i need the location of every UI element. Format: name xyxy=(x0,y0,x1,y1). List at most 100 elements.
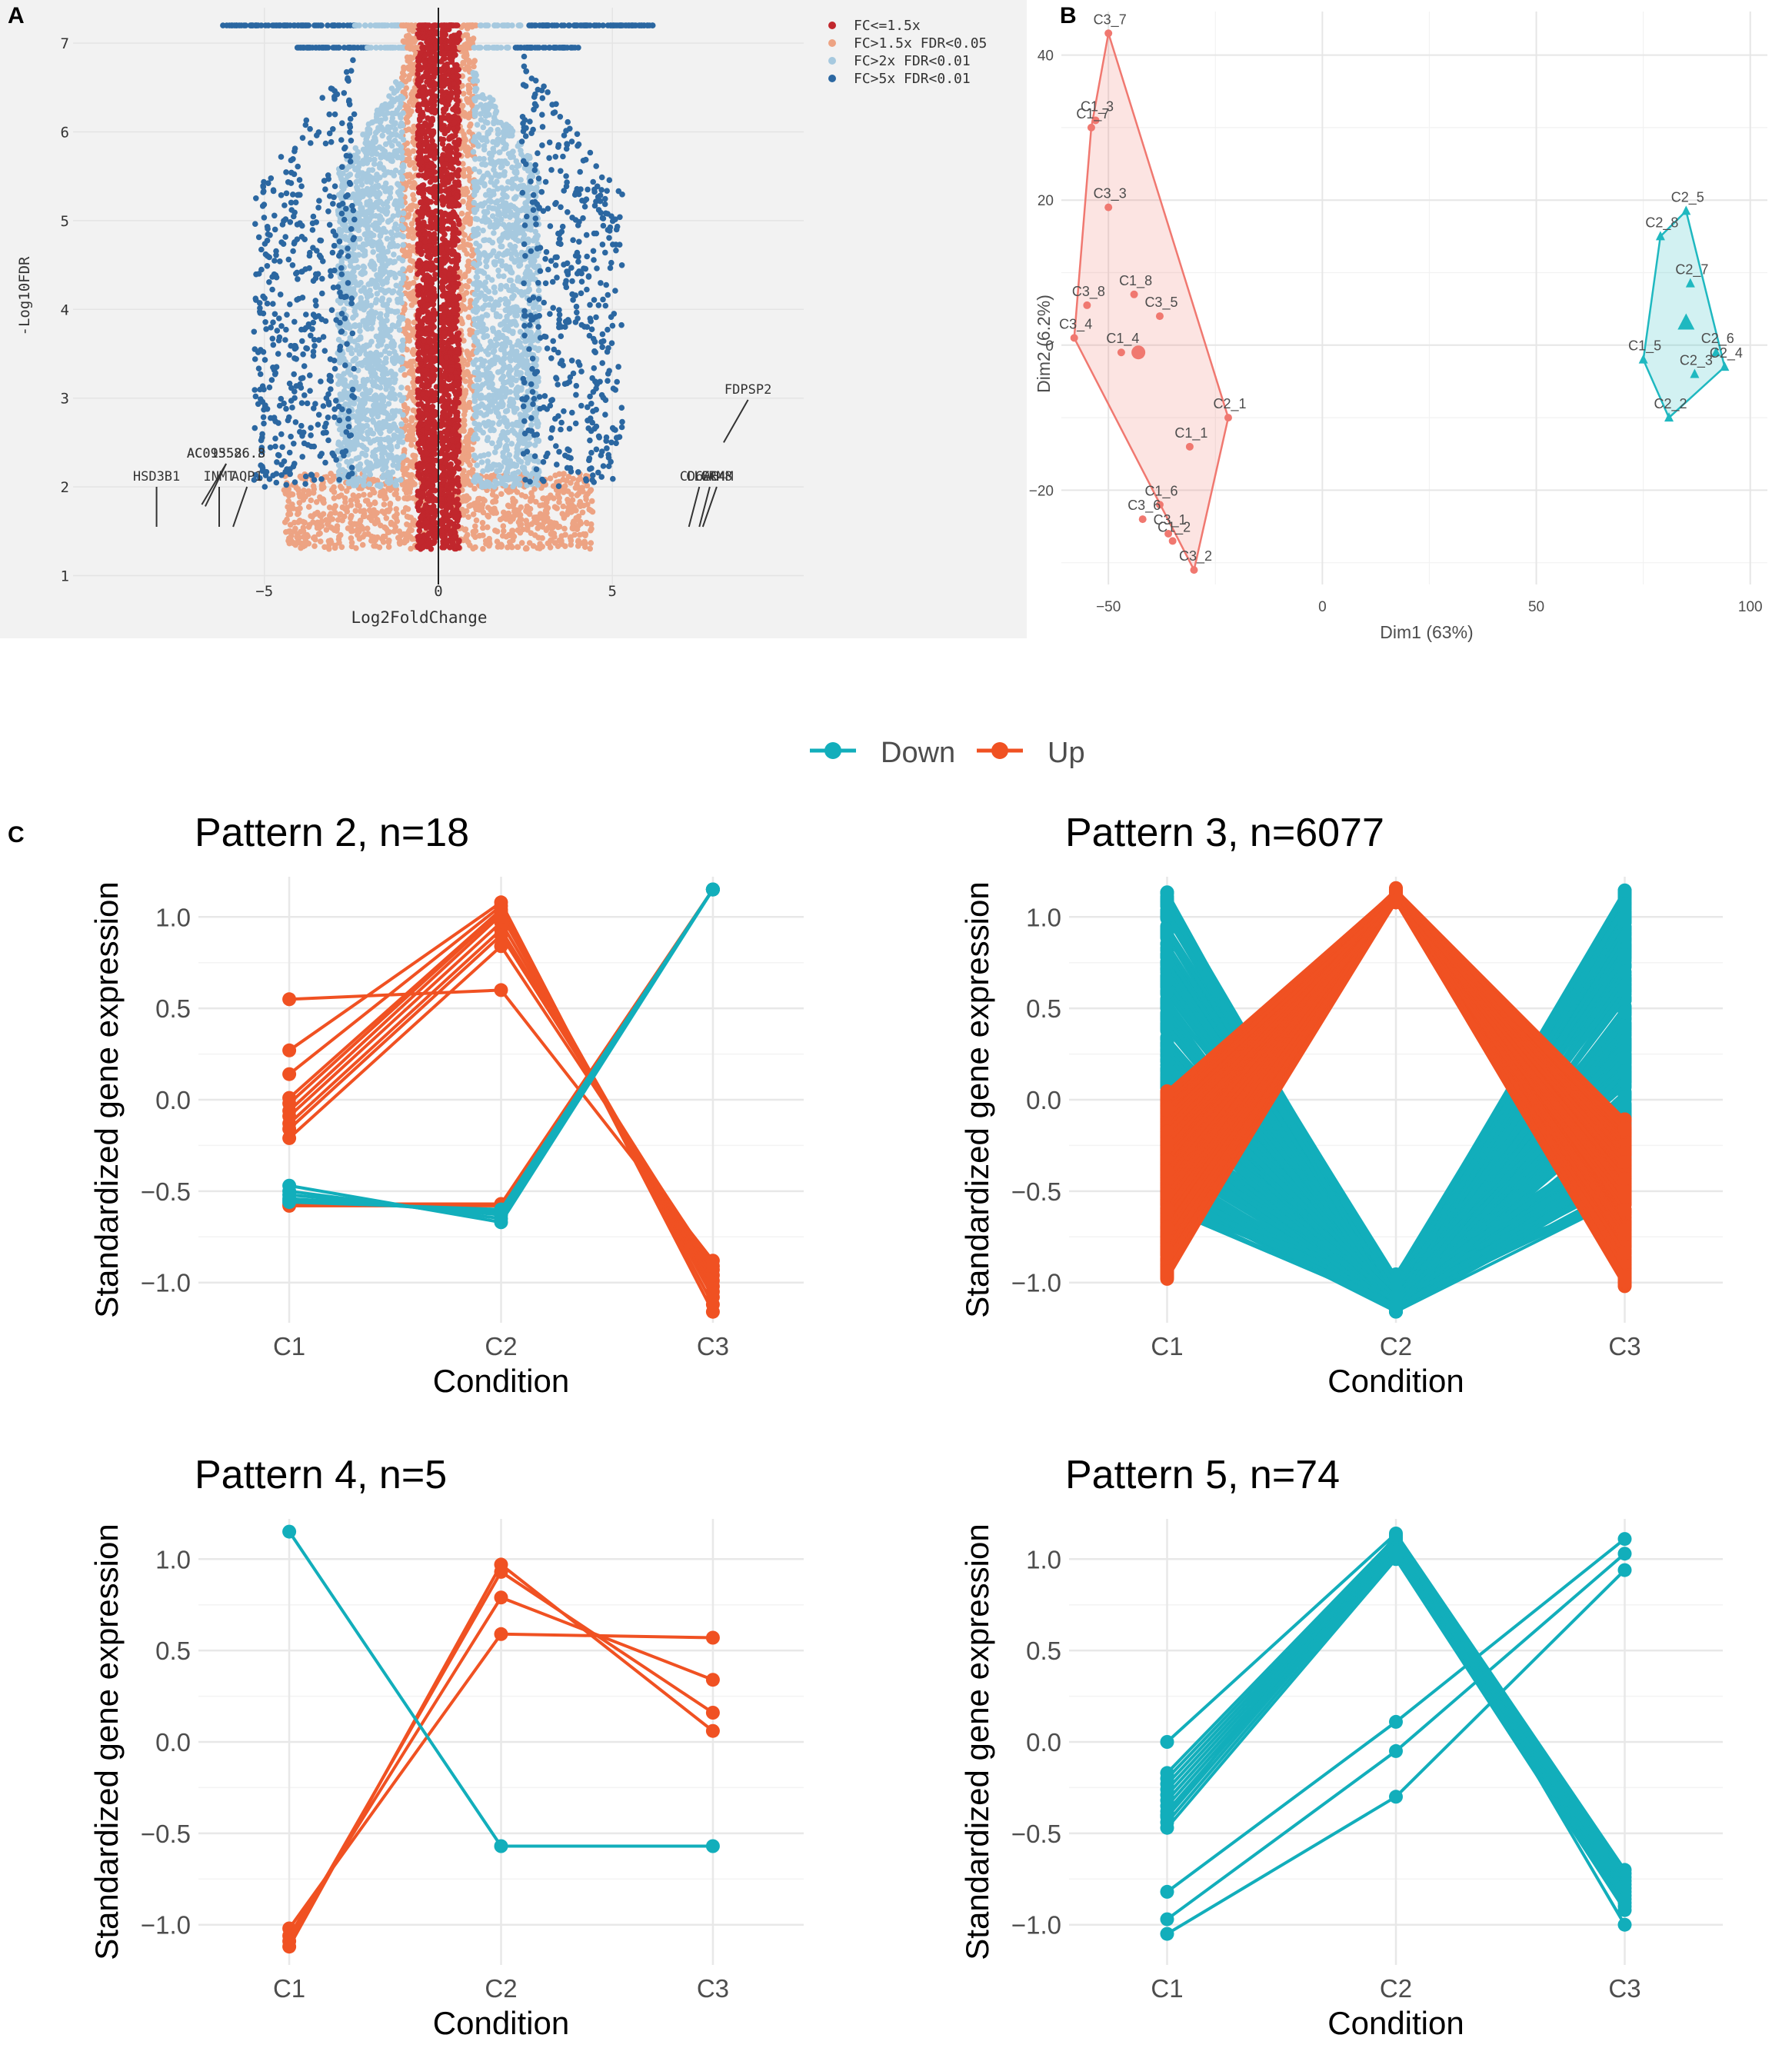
volcano-point xyxy=(514,445,521,451)
volcano-point xyxy=(564,465,571,471)
volcano-point xyxy=(255,349,261,355)
volcano-point xyxy=(530,191,537,198)
volcano-point xyxy=(393,408,399,415)
volcano-point xyxy=(471,316,478,323)
volcano-point xyxy=(410,328,416,335)
volcano-point xyxy=(374,283,381,290)
volcano-point xyxy=(383,312,390,318)
volcano-point xyxy=(495,208,501,215)
volcano-point xyxy=(471,207,478,213)
volcano-point xyxy=(320,403,327,409)
volcano-point xyxy=(526,441,533,448)
volcano-point xyxy=(377,326,384,332)
volcano-point xyxy=(293,383,300,389)
volcano-point xyxy=(600,296,606,303)
volcano-point xyxy=(270,472,276,478)
volcano-point xyxy=(561,489,567,495)
volcano-point xyxy=(495,273,502,279)
volcano-point xyxy=(483,395,489,401)
volcano-point xyxy=(465,87,472,93)
volcano-point xyxy=(310,311,317,318)
volcano-point xyxy=(514,451,521,457)
volcano-point xyxy=(588,449,595,456)
volcano-point xyxy=(337,289,343,296)
volcano-point xyxy=(498,282,505,289)
volcano-point xyxy=(504,185,511,191)
volcano-point xyxy=(567,374,574,381)
volcano-point xyxy=(535,421,541,427)
volcano-point xyxy=(505,325,511,332)
volcano-point xyxy=(334,523,341,529)
volcano-point xyxy=(539,524,546,530)
volcano-point xyxy=(554,461,560,468)
volcano-point xyxy=(535,525,541,531)
volcano-point xyxy=(465,353,471,359)
volcano-point xyxy=(511,533,518,540)
volcano-point xyxy=(610,475,616,482)
volcano-point xyxy=(516,218,522,224)
volcano-point xyxy=(317,530,323,537)
volcano-point xyxy=(410,88,416,95)
volcano-point xyxy=(546,139,553,145)
volcano-point xyxy=(531,514,538,521)
volcano-point xyxy=(336,238,343,245)
volcano-point xyxy=(355,531,361,538)
volcano-point xyxy=(572,420,579,427)
volcano-point xyxy=(369,167,376,173)
volcano-point xyxy=(618,262,625,268)
volcano-point xyxy=(261,484,268,490)
volcano-point xyxy=(593,423,600,430)
volcano-point xyxy=(561,408,567,415)
volcano-point xyxy=(281,202,288,208)
volcano-point xyxy=(587,301,593,308)
volcano-point xyxy=(521,364,527,371)
volcano-point xyxy=(343,68,350,75)
volcano-point xyxy=(525,236,531,243)
volcano-point xyxy=(479,483,485,490)
volcano-point xyxy=(563,173,569,179)
volcano-point xyxy=(311,477,318,483)
volcano-point xyxy=(618,424,625,431)
volcano-point xyxy=(512,478,519,485)
volcano-point xyxy=(480,227,486,234)
volcano-point xyxy=(350,236,357,243)
volcano-point xyxy=(558,333,565,340)
volcano-point xyxy=(343,152,350,159)
volcano-point xyxy=(301,519,308,526)
volcano-point xyxy=(318,482,325,489)
volcano-point xyxy=(465,454,472,460)
volcano-point xyxy=(527,473,534,480)
volcano-point xyxy=(482,191,489,198)
volcano-point xyxy=(293,271,299,277)
volcano-point xyxy=(297,505,303,511)
volcano-point xyxy=(521,308,528,315)
volcano-point xyxy=(494,528,501,534)
volcano-point xyxy=(368,175,374,181)
volcano-point xyxy=(383,288,390,295)
volcano-point xyxy=(471,361,477,368)
volcano-point xyxy=(388,368,395,375)
volcano-point xyxy=(474,286,481,293)
volcano-point xyxy=(465,361,471,368)
volcano-point xyxy=(552,415,558,422)
volcano-point xyxy=(572,217,579,223)
volcano-point xyxy=(351,251,358,258)
volcano-point xyxy=(568,541,575,548)
volcano-point xyxy=(509,164,515,171)
volcano-point xyxy=(287,521,294,528)
volcano-point xyxy=(493,494,499,500)
volcano-point xyxy=(356,244,363,251)
volcano-point xyxy=(504,194,510,200)
volcano-point xyxy=(530,207,537,213)
volcano-point xyxy=(352,476,358,482)
volcano-point xyxy=(618,321,625,328)
volcano-point xyxy=(341,216,348,223)
volcano-point xyxy=(397,295,404,302)
volcano-point xyxy=(583,519,590,526)
volcano-point xyxy=(407,281,413,288)
volcano-point xyxy=(337,442,344,448)
volcano-point xyxy=(531,518,538,525)
volcano-point xyxy=(535,280,541,286)
volcano-point xyxy=(518,492,525,498)
volcano-point xyxy=(368,238,375,245)
